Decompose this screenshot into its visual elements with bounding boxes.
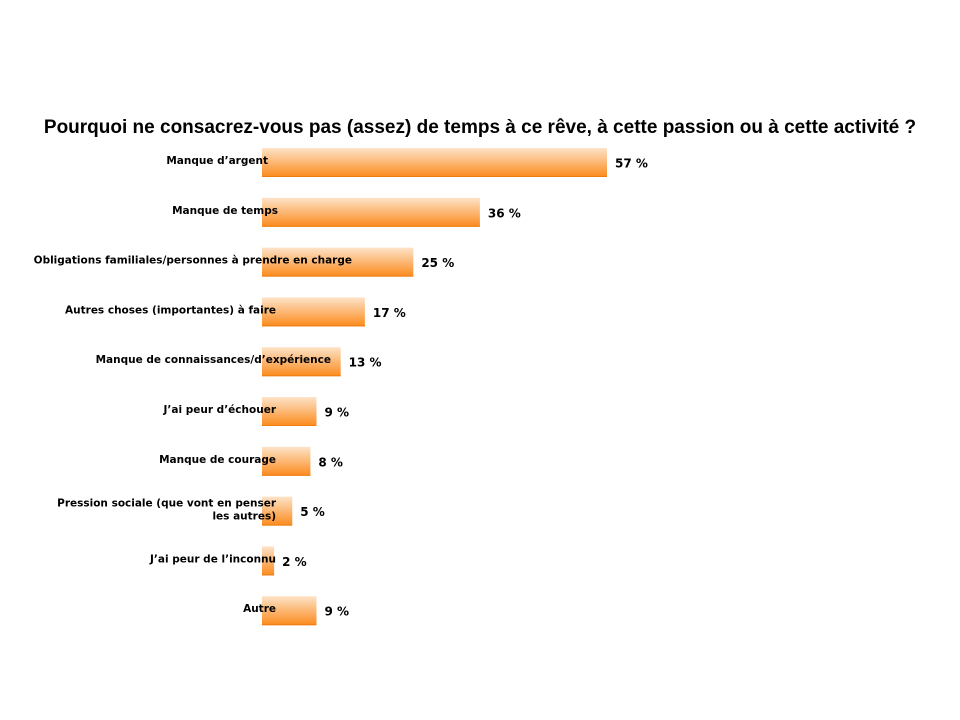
bar-6 <box>262 397 317 426</box>
bar-7 <box>262 446 311 476</box>
value-label-4: 17 % <box>373 306 406 320</box>
value-label-1: 57 % <box>615 157 648 171</box>
bar-4 <box>262 297 365 327</box>
category-label-5: Manque de connaissances/d’expérience <box>96 354 331 366</box>
value-label-2: 36 % <box>488 206 521 220</box>
category-label-10: Autre <box>243 603 276 615</box>
value-label-9: 2 % <box>282 555 307 569</box>
bar-3 <box>262 247 414 277</box>
value-label-3: 25 % <box>421 256 454 270</box>
bar-1 <box>262 148 607 177</box>
category-label-8: Pression sociale (que vont en penser les … <box>57 498 277 523</box>
bar-9 <box>262 546 275 576</box>
value-label-5: 13 % <box>349 356 382 370</box>
value-label-7: 8 % <box>318 455 343 469</box>
bar-2 <box>262 197 480 227</box>
chart-title: Pourquoi ne consacrez-vous pas (assez) d… <box>43 117 917 138</box>
category-label-6: J’ai peur d’échouer <box>163 404 277 416</box>
bar-8 <box>262 496 293 526</box>
category-label-2: Manque de temps <box>172 205 278 217</box>
category-label-7: Manque de courage <box>159 454 276 466</box>
value-label-8: 5 % <box>300 505 325 519</box>
category-label-1: Manque d’argent <box>166 155 268 167</box>
category-label-3: Obligations familiales/personnes à prend… <box>34 255 352 267</box>
value-label-10: 9 % <box>324 605 349 619</box>
bar-5 <box>262 347 341 377</box>
category-label-4: Autres choses (importantes) à faire <box>65 304 276 316</box>
bar-10 <box>262 596 317 626</box>
value-label-6: 9 % <box>324 406 349 420</box>
category-label-9: J’ai peur de l’inconnu <box>149 553 276 565</box>
